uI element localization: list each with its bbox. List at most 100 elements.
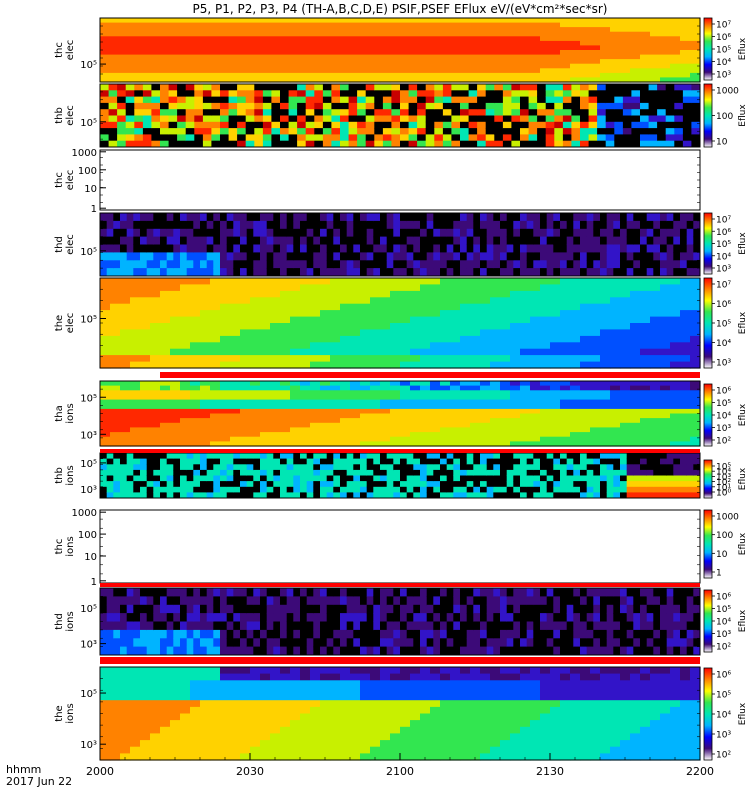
heatmap-cell <box>370 390 381 396</box>
heatmap-cell <box>193 228 201 238</box>
heatmap-cell <box>300 441 311 447</box>
heatmap-cell <box>330 284 341 292</box>
heatmap-cell <box>360 278 371 285</box>
heatmap-cell <box>560 342 571 350</box>
heatmap-cell <box>120 458 128 465</box>
heatmap-cell <box>562 121 572 129</box>
heatmap-cell <box>120 68 131 74</box>
heatmap-cell <box>193 469 201 476</box>
heatmap-cell <box>310 342 321 350</box>
heatmap-cell <box>390 323 401 330</box>
heatmap-cell <box>133 464 141 471</box>
heatmap-cell <box>271 140 281 148</box>
heatmap-cell <box>290 422 301 428</box>
heatmap-cell <box>600 260 608 269</box>
heatmap-cell <box>433 244 441 253</box>
heatmap-cell <box>530 335 541 343</box>
heatmap-cell <box>340 121 350 129</box>
heatmap-cell <box>140 244 148 253</box>
heatmap-cell <box>160 252 168 261</box>
heatmap-cell <box>100 40 111 47</box>
heatmap-cell <box>180 236 188 245</box>
heatmap-cell <box>690 323 701 330</box>
heatmap-cell <box>150 68 161 74</box>
heatmap-cell <box>451 90 461 98</box>
heatmap-cell <box>410 278 421 285</box>
heatmap-cell <box>690 427 701 433</box>
heatmap-cell <box>453 464 461 471</box>
heatmap-cell <box>350 278 361 285</box>
heatmap-cell <box>410 381 421 387</box>
heatmap-cell <box>140 404 151 410</box>
heatmap-cell <box>631 115 641 123</box>
heatmap-cell <box>620 36 631 42</box>
heatmap-cell <box>580 36 591 42</box>
heatmap-cell <box>620 244 628 253</box>
heatmap-cell <box>502 96 512 104</box>
heatmap-cell <box>200 381 211 387</box>
heatmap-cell <box>580 404 591 410</box>
heatmap-cell <box>346 481 354 488</box>
heatmap-cell <box>280 284 291 292</box>
heatmap-cell <box>340 40 351 47</box>
heatmap-cell <box>606 458 614 465</box>
heatmap-cell <box>620 284 631 292</box>
heatmap-cell <box>410 355 421 363</box>
heatmap-cell <box>540 390 551 396</box>
heatmap-cell <box>100 128 110 135</box>
heatmap-cell <box>380 385 391 391</box>
heatmap-cell <box>520 394 531 401</box>
heatmap-cell <box>353 475 361 482</box>
heatmap-cell <box>130 22 141 28</box>
heatmap-cell <box>151 102 161 110</box>
heatmap-cell <box>126 596 134 606</box>
heatmap-cell <box>270 418 281 424</box>
heatmap-cell <box>226 458 234 465</box>
heatmap-cell <box>100 486 108 493</box>
heatmap-cell <box>570 422 581 428</box>
heatmap-cell <box>653 475 661 482</box>
heatmap-cell <box>470 385 481 391</box>
heatmap-cell <box>417 102 427 110</box>
heatmap-cell <box>520 335 531 343</box>
heatmap-cell <box>477 102 487 110</box>
heatmap-cell <box>360 418 371 424</box>
heatmap-cell <box>100 84 110 91</box>
heatmap-cell <box>622 115 632 123</box>
heatmap-cell <box>228 102 238 110</box>
heatmap-cell <box>408 128 418 135</box>
heatmap-cell <box>680 252 688 261</box>
heatmap-cell <box>630 441 641 447</box>
heatmap-cell <box>330 27 341 33</box>
heatmap-cell <box>600 335 611 343</box>
heatmap-cell <box>150 22 161 28</box>
heatmap-cell <box>526 220 534 230</box>
heatmap-cell <box>600 236 608 245</box>
heatmap-cell <box>300 422 311 428</box>
heatmap-cell <box>237 121 247 129</box>
heatmap-cell <box>460 348 471 356</box>
heatmap-cell <box>453 469 461 476</box>
heatmap-cell <box>237 109 247 116</box>
heatmap-cell <box>240 348 251 356</box>
heatmap-cell <box>233 469 241 476</box>
heatmap-cell <box>310 18 321 24</box>
heatmap-cell <box>306 464 314 471</box>
heatmap-cell <box>420 68 431 74</box>
heatmap-cell <box>680 436 691 442</box>
heatmap-cell <box>420 481 428 488</box>
heatmap-cell <box>620 45 631 51</box>
heatmap-cell <box>110 297 121 305</box>
heatmap-cell <box>220 72 231 79</box>
heatmap-cell <box>353 453 361 460</box>
heatmap-cell <box>666 236 674 245</box>
heatmap-cell <box>605 115 615 123</box>
heatmap-cell <box>160 284 171 292</box>
heatmap-cell <box>393 213 401 222</box>
heatmap-cell <box>160 244 168 253</box>
heatmap-cell <box>140 492 148 499</box>
heatmap-cell <box>180 54 191 60</box>
heatmap-cell <box>185 84 195 91</box>
heatmap-cell <box>340 18 351 24</box>
heatmap-cell <box>271 134 281 142</box>
